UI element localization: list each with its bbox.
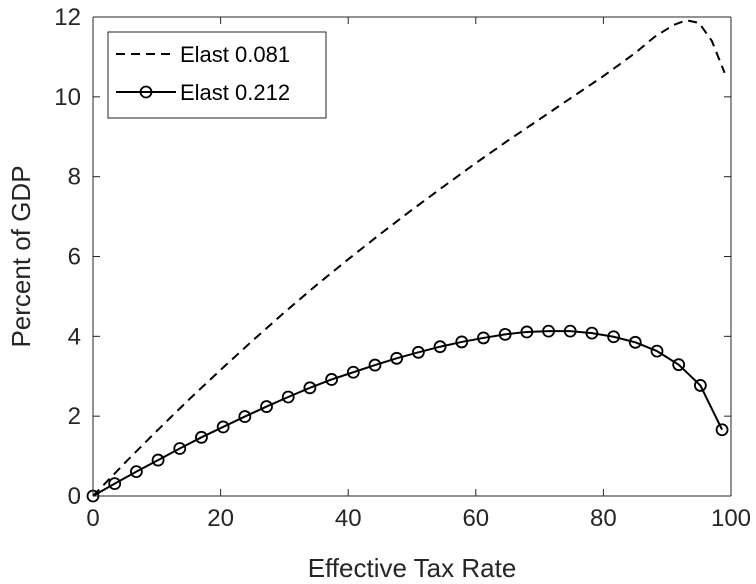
series-point — [498, 327, 512, 341]
series-point — [368, 358, 382, 372]
series-point — [433, 340, 447, 354]
series-point — [325, 373, 339, 386]
legend-box — [107, 31, 327, 119]
series-point — [542, 324, 555, 338]
x-tick-label: 40 — [335, 505, 362, 532]
series-point — [129, 465, 143, 479]
y-tick-label: 4 — [68, 323, 81, 350]
series-point — [477, 331, 490, 345]
y-tick-label: 2 — [68, 403, 81, 430]
y-tick-label: 6 — [68, 244, 81, 271]
y-axis-label: Percent of GDP — [6, 165, 36, 347]
series-point — [216, 420, 230, 434]
series-point — [195, 430, 208, 444]
x-tick-label: 20 — [207, 505, 234, 532]
series-point — [585, 326, 599, 340]
series-point — [346, 365, 360, 379]
x-tick-label: 100 — [711, 505, 751, 532]
plot-area — [86, 19, 729, 503]
x-tick-label: 0 — [86, 505, 99, 532]
axes: 0 20 40 60 80 100 0 2 4 6 8 10 12 — [54, 4, 751, 532]
series-point — [173, 442, 187, 455]
series-point — [303, 381, 317, 395]
series-point — [151, 453, 165, 467]
series-point — [455, 335, 469, 349]
y-tick-label: 12 — [54, 4, 81, 31]
series-point — [672, 358, 686, 372]
y-tick-label: 10 — [54, 84, 81, 111]
series-point — [108, 477, 122, 491]
series-point — [411, 345, 425, 359]
series-point — [650, 344, 664, 358]
series-line-1 — [92, 19, 726, 497]
series-point — [693, 379, 707, 392]
series-point — [281, 390, 295, 404]
series-point — [628, 335, 642, 349]
series-point — [607, 330, 621, 344]
series-point — [390, 351, 404, 365]
x-tick-label: 60 — [462, 505, 489, 532]
series-line-2 — [92, 330, 723, 497]
legend-label: Elast 0.212 — [180, 80, 290, 105]
series-point — [715, 423, 729, 437]
series-point — [260, 400, 273, 413]
series-point — [238, 410, 252, 423]
x-axis-label: Effective Tax Rate — [308, 553, 517, 583]
series-point — [520, 325, 534, 339]
y-tick-label: 0 — [68, 483, 81, 510]
legend-marker — [139, 85, 153, 99]
series-point — [563, 324, 577, 338]
x-tick-label: 80 — [590, 505, 617, 532]
legend: Elast 0.081 Elast 0.212 — [107, 31, 327, 119]
legend-label: Elast 0.081 — [180, 42, 290, 67]
y-tick-label: 8 — [68, 164, 81, 191]
